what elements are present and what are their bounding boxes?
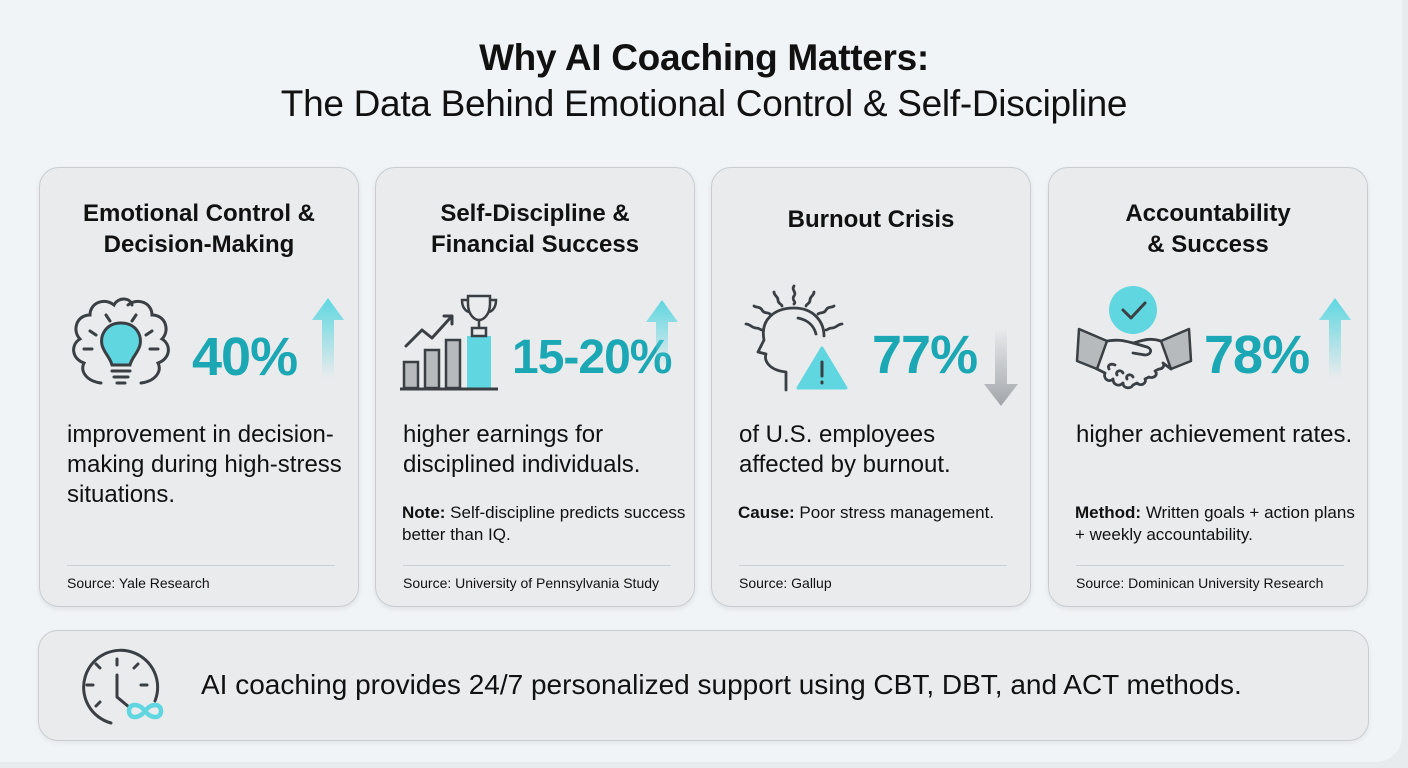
title-line-1: Why AI Coaching Matters: bbox=[479, 37, 929, 78]
brain-lightbulb-icon bbox=[72, 297, 170, 385]
summary-banner: AI coaching provides 24/7 personalized s… bbox=[38, 630, 1369, 741]
stat-description: higher achievement rates. bbox=[1076, 421, 1353, 448]
title-line-2: The Data Behind Emotional Control & Self… bbox=[280, 83, 1128, 124]
divider bbox=[403, 565, 671, 566]
arrow-up-icon bbox=[312, 298, 344, 378]
handshake-check-icon bbox=[1075, 286, 1193, 390]
stat-note: Note: Self-discipline predicts success b… bbox=[402, 502, 687, 546]
stat-value: 77% bbox=[872, 325, 978, 385]
arrow-up-icon bbox=[1319, 298, 1351, 378]
stat-description: higher earnings for disciplined individu… bbox=[403, 421, 641, 478]
stat-description: of U.S. employees affected by burnout. bbox=[739, 421, 951, 478]
stat-description: improvement in decision-making during hi… bbox=[67, 421, 342, 508]
card-heading-line-2: & Success bbox=[1147, 231, 1269, 258]
card-heading-line-1: Burnout Crisis bbox=[787, 206, 955, 233]
card-heading: Burnout Crisis bbox=[712, 204, 1030, 235]
arrow-up-icon bbox=[646, 300, 678, 368]
source-citation: Source: University of Pennsylvania Study bbox=[403, 575, 660, 591]
stat-card-emotional-control: Emotional Control & Decision-Making 40% … bbox=[39, 167, 359, 607]
stat-value: 15-20% bbox=[512, 331, 672, 384]
note-label: Cause: bbox=[738, 503, 795, 522]
divider bbox=[67, 565, 335, 566]
source-citation: Source: Yale Research bbox=[67, 575, 210, 591]
note-label: Method: bbox=[1075, 503, 1142, 522]
card-heading: Emotional Control & Decision-Making bbox=[40, 198, 358, 260]
bar-chart-trophy-icon bbox=[400, 294, 498, 391]
banner-text: AI coaching provides 24/7 personalized s… bbox=[201, 669, 1242, 700]
divider bbox=[739, 565, 1007, 566]
stat-card-self-discipline: Self-Discipline & Financial Success 15-2… bbox=[375, 167, 695, 607]
stat-value: 78% bbox=[1204, 325, 1310, 385]
divider bbox=[1076, 565, 1344, 566]
stressed-head-warning-icon bbox=[744, 284, 848, 392]
card-heading-line-1: Accountability bbox=[1125, 200, 1291, 227]
source-citation: Source: Dominican University Research bbox=[1076, 575, 1324, 591]
stat-note: Method: Written goals + action plans + w… bbox=[1075, 502, 1360, 546]
card-heading-line-2: Financial Success bbox=[430, 231, 640, 258]
note-text: Self-discipline predicts success better … bbox=[402, 503, 686, 544]
card-heading-line-1: Emotional Control & bbox=[83, 200, 315, 227]
card-heading-line-1: Self-Discipline & bbox=[440, 200, 630, 227]
stat-card-accountability: Accountability & Success 78% higher achi… bbox=[1048, 167, 1368, 607]
source-citation: Source: Gallup bbox=[739, 575, 832, 591]
note-label: Note: bbox=[402, 503, 446, 522]
arrow-down-icon bbox=[984, 328, 1018, 406]
card-heading-line-2: Decision-Making bbox=[103, 231, 295, 258]
stat-card-burnout: Burnout Crisis 77% of U.S. employees aff… bbox=[711, 167, 1031, 607]
card-heading: Self-Discipline & Financial Success bbox=[376, 198, 694, 260]
page-title: Why AI Coaching Matters: The Data Behind… bbox=[0, 36, 1408, 128]
note-text: Written goals + action plans + weekly ac… bbox=[1075, 503, 1355, 544]
clock-infinity-icon bbox=[82, 648, 164, 725]
stat-note: Cause: Poor stress management. bbox=[738, 502, 1023, 524]
card-heading: Accountability & Success bbox=[1049, 198, 1367, 260]
note-text: Poor stress management. bbox=[794, 503, 995, 522]
stat-value: 40% bbox=[192, 327, 298, 387]
